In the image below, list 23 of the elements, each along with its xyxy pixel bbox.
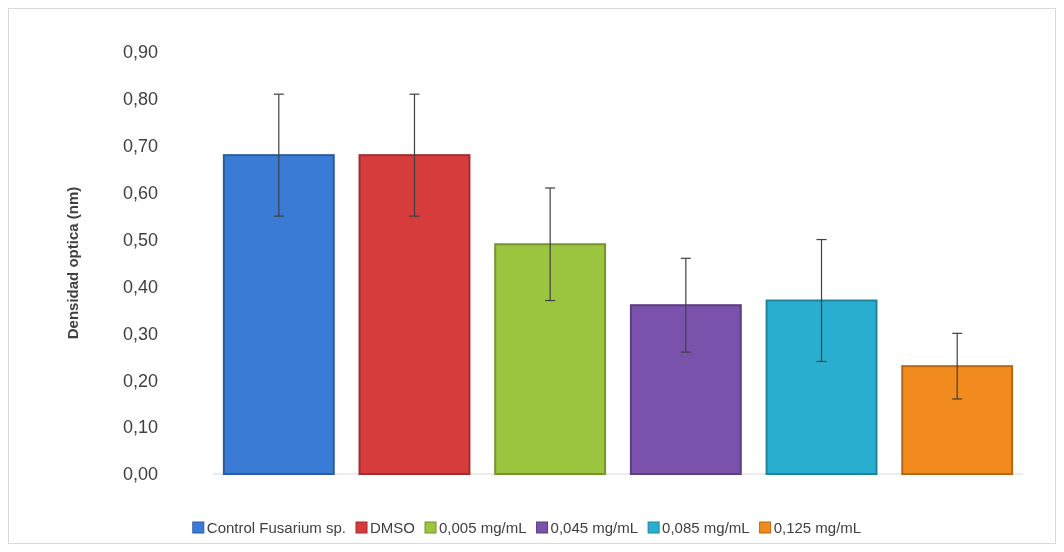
y-tick-label: 0,70 <box>122 136 158 157</box>
legend-label: 0,125 mg/mL <box>773 519 862 537</box>
y-tick-label: 0,00 <box>122 464 158 485</box>
legend-label: Control Fusarium sp. <box>206 519 347 537</box>
legend-label: 0,005 mg/mL <box>439 519 527 537</box>
bar <box>901 365 1014 475</box>
bar <box>765 299 878 475</box>
bar <box>358 154 471 475</box>
legend-label: 0,045 mg/mL <box>550 519 639 537</box>
bar <box>629 304 742 475</box>
bar <box>222 154 335 475</box>
y-tick-label: 0,80 <box>122 89 158 110</box>
y-tick-label: 0,40 <box>122 276 158 297</box>
y-tick-label: 0,50 <box>122 229 158 250</box>
legend-label: DMSO <box>370 519 416 537</box>
y-tick-label: 0,90 <box>122 42 158 63</box>
y-tick-label: 0,20 <box>122 370 158 391</box>
bar <box>494 243 607 475</box>
legend-label: 0,085 mg/mL <box>662 519 750 537</box>
y-tick-label: 0,10 <box>122 417 158 438</box>
y-tick-label: 0,60 <box>122 182 158 203</box>
y-tick-label: 0,30 <box>122 323 158 344</box>
y-axis-title: Densidad optica (nm) <box>64 186 81 340</box>
